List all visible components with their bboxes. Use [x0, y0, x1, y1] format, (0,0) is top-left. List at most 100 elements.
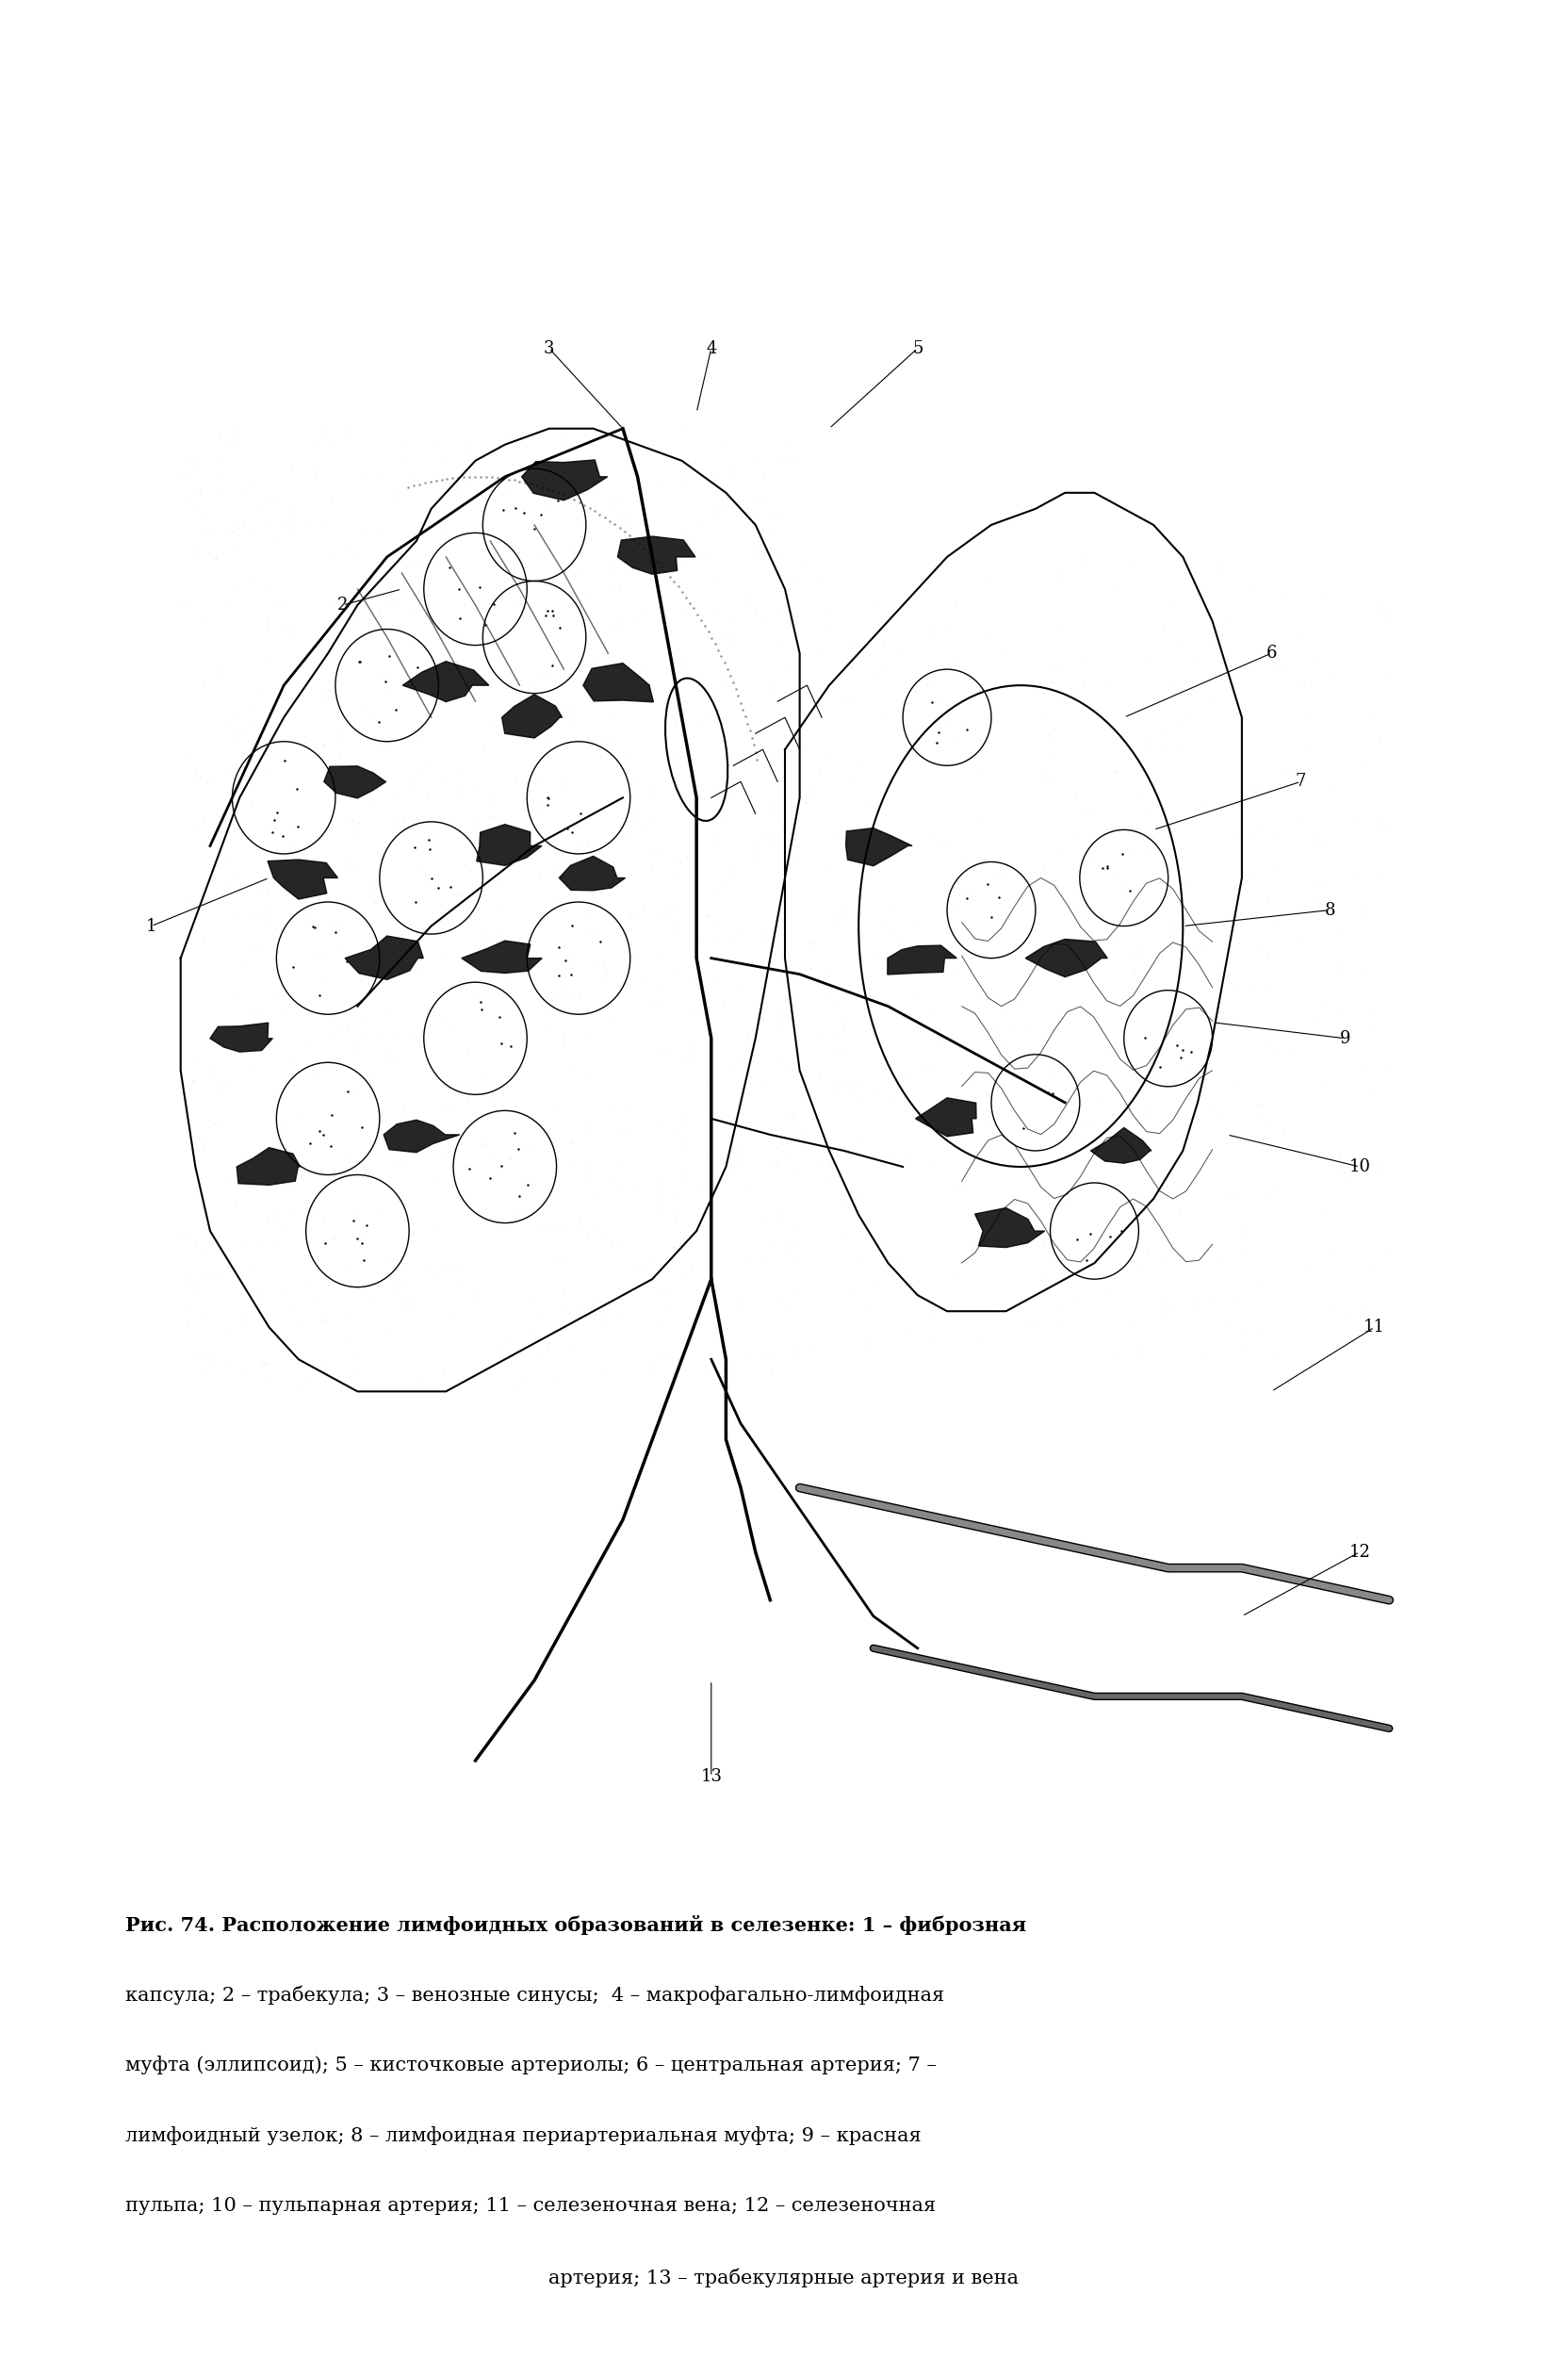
Polygon shape — [502, 694, 563, 739]
Point — [535, 470, 560, 507]
Point — [430, 460, 455, 498]
Point — [524, 467, 549, 505]
Point — [423, 463, 448, 500]
Point — [480, 458, 505, 496]
Point — [582, 493, 607, 531]
Point — [491, 460, 516, 498]
Polygon shape — [268, 859, 337, 899]
Point — [702, 625, 728, 663]
Point — [572, 486, 597, 524]
Text: 1: 1 — [146, 918, 157, 935]
Polygon shape — [916, 1097, 977, 1138]
Point — [635, 533, 660, 571]
Point — [699, 618, 724, 656]
Point — [441, 460, 466, 498]
Polygon shape — [975, 1208, 1044, 1248]
Point — [685, 595, 710, 632]
Point — [577, 489, 602, 526]
Point — [502, 460, 527, 498]
Point — [602, 505, 627, 543]
Point — [670, 573, 695, 611]
Polygon shape — [522, 460, 607, 500]
Point — [546, 474, 571, 512]
Point — [720, 663, 745, 701]
Point — [586, 496, 612, 533]
Point — [616, 517, 641, 555]
Point — [557, 479, 582, 517]
Point — [474, 458, 499, 496]
Polygon shape — [325, 767, 386, 798]
Point — [607, 510, 632, 548]
Point — [674, 578, 699, 616]
Polygon shape — [477, 824, 543, 866]
Text: артерия; 13 – трабекулярные артерия и вена: артерия; 13 – трабекулярные артерия и ве… — [549, 2268, 1019, 2287]
Polygon shape — [1025, 939, 1107, 977]
Point — [742, 727, 767, 765]
Polygon shape — [461, 942, 543, 972]
Text: Рис. 74. Расположение лимфоидных образований в селезенке: 1 – фиброзная: Рис. 74. Расположение лимфоидных образов… — [125, 1914, 1027, 1935]
Text: 6: 6 — [1265, 644, 1276, 661]
Text: 12: 12 — [1348, 1543, 1370, 1560]
Point — [485, 458, 510, 496]
Point — [550, 477, 575, 514]
Text: 13: 13 — [701, 1768, 723, 1784]
Point — [517, 465, 543, 503]
Point — [728, 684, 753, 722]
Point — [688, 602, 713, 640]
Polygon shape — [210, 1022, 273, 1053]
Point — [452, 458, 477, 496]
Point — [434, 460, 459, 498]
Polygon shape — [618, 536, 696, 573]
Point — [566, 484, 591, 522]
Point — [539, 472, 564, 510]
Text: муфта (эллипсоид); 5 – кисточковые артериолы; 6 – центральная артерия; 7 –: муфта (эллипсоид); 5 – кисточковые артер… — [125, 2056, 936, 2074]
Point — [406, 465, 431, 503]
Point — [612, 512, 637, 550]
Text: пульпа; 10 – пульпарная артерия; 11 – селезеночная вена; 12 – селезеночная: пульпа; 10 – пульпарная артерия; 11 – се… — [125, 2197, 936, 2216]
Text: 8: 8 — [1325, 902, 1336, 918]
Point — [652, 552, 677, 590]
Point — [726, 677, 751, 715]
Point — [706, 630, 731, 668]
Point — [506, 463, 532, 500]
Point — [745, 741, 770, 779]
Polygon shape — [237, 1147, 299, 1185]
Point — [723, 670, 748, 708]
Text: 2: 2 — [337, 597, 348, 614]
Point — [593, 498, 618, 536]
Point — [495, 460, 521, 498]
Point — [715, 651, 740, 689]
Point — [626, 524, 651, 562]
Point — [657, 557, 682, 595]
Point — [731, 691, 756, 729]
Polygon shape — [384, 1121, 459, 1152]
Point — [640, 538, 665, 576]
Point — [621, 522, 646, 559]
Point — [691, 607, 717, 644]
Point — [456, 458, 481, 496]
Point — [739, 720, 764, 758]
Point — [445, 458, 470, 496]
Point — [419, 463, 444, 500]
Point — [735, 706, 760, 743]
Point — [630, 529, 655, 566]
Text: 5: 5 — [913, 340, 924, 356]
Polygon shape — [560, 857, 626, 890]
Point — [644, 543, 670, 581]
Text: лимфоидный узелок; 8 – лимфоидная периартериальная муфта; 9 – красная: лимфоидный узелок; 8 – лимфоидная периар… — [125, 2126, 922, 2145]
Point — [718, 656, 743, 694]
Text: 10: 10 — [1348, 1159, 1370, 1175]
Point — [412, 465, 437, 503]
Point — [401, 467, 426, 505]
Text: 3: 3 — [544, 340, 555, 356]
Point — [463, 458, 488, 496]
Point — [696, 614, 721, 651]
Point — [737, 713, 762, 750]
Point — [561, 481, 586, 519]
Polygon shape — [345, 937, 423, 979]
Polygon shape — [845, 828, 913, 866]
Point — [662, 562, 687, 599]
Polygon shape — [403, 661, 489, 701]
Polygon shape — [1091, 1128, 1151, 1163]
Text: 7: 7 — [1295, 774, 1306, 791]
